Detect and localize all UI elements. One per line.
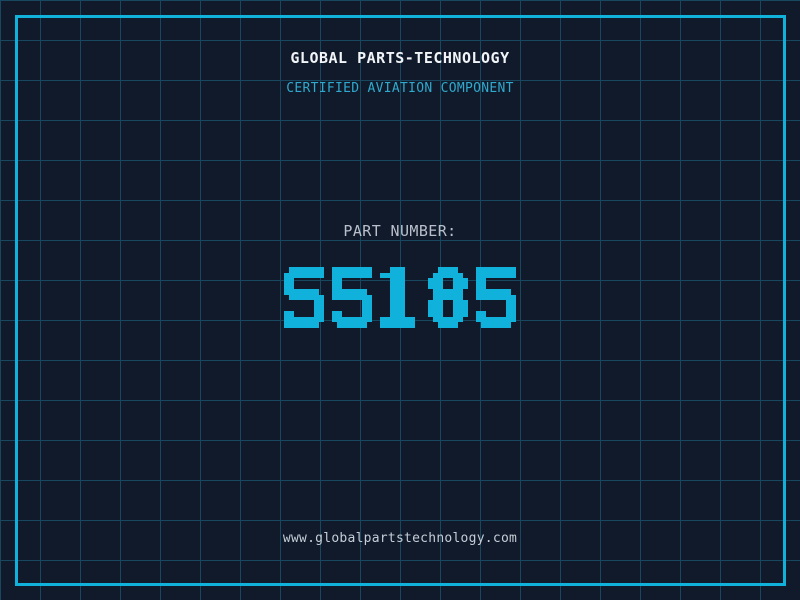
part-number-char bbox=[380, 267, 420, 328]
part-number-label: PART NUMBER: bbox=[343, 222, 457, 240]
part-number-char bbox=[476, 267, 516, 328]
part-number-display bbox=[0, 267, 800, 328]
part-number-char bbox=[284, 267, 324, 328]
part-number-char bbox=[428, 267, 468, 328]
company-title: GLOBAL PARTS-TECHNOLOGY bbox=[290, 49, 510, 67]
part-number-char bbox=[332, 267, 372, 328]
website-url: www.globalpartstechnology.com bbox=[282, 531, 518, 546]
frame-border bbox=[15, 15, 786, 586]
certification-subtitle: CERTIFIED AVIATION COMPONENT bbox=[286, 81, 514, 96]
